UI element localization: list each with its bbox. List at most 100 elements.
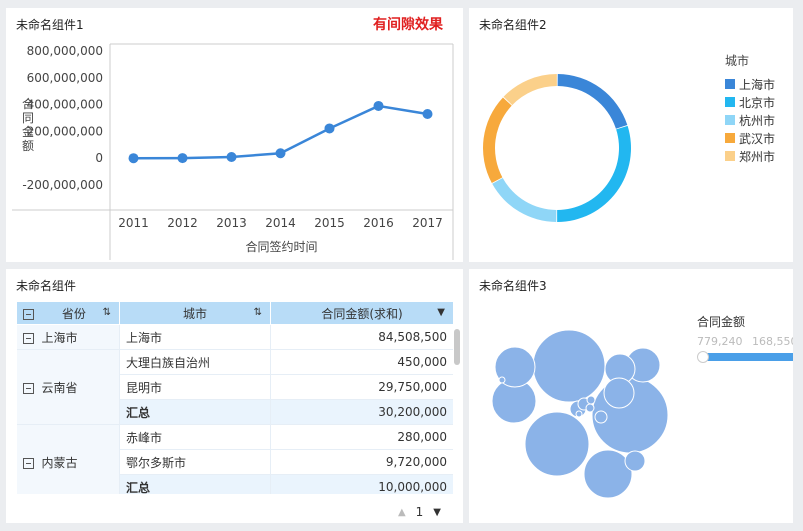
bubble[interactable] [532, 329, 606, 403]
slider-label: 合同金额 [697, 315, 746, 329]
donut-legend: 城市 上海市北京市杭州市武汉市郑州市 [725, 52, 775, 165]
line-chart-panel: 未命名组件1 有间隙效果 800,000,000 600,000,000 400,0… [6, 8, 463, 262]
legend-swatch [725, 151, 735, 161]
data-point[interactable] [128, 153, 139, 164]
legend-swatch [725, 133, 735, 143]
bubble-chart [491, 329, 669, 499]
slider-track[interactable] [701, 353, 793, 361]
city-cell: 赤峰市 [119, 424, 271, 450]
city-cell: 上海市 [119, 324, 271, 350]
legend-label: 武汉市 [739, 131, 776, 146]
donut-slice[interactable] [557, 125, 631, 222]
bubble[interactable] [498, 376, 506, 384]
x-tick-label: 2015 [314, 216, 345, 230]
bubble[interactable] [603, 377, 635, 409]
collapse-icon[interactable] [22, 382, 34, 394]
bubble[interactable] [524, 411, 590, 477]
bubble[interactable] [583, 449, 633, 499]
donut-slice[interactable] [483, 97, 512, 183]
legend-item[interactable]: 北京市 [725, 93, 775, 111]
amount-cell: 30,200,000 [270, 399, 453, 425]
donut-chart [483, 74, 631, 222]
province-cell[interactable]: 云南省 [16, 349, 120, 425]
slider-min: 779,240 [697, 335, 743, 348]
sort-icon[interactable]: ⇅ [253, 307, 262, 318]
bubble-chart-title: 未命名组件3 [479, 279, 547, 293]
page-up-icon[interactable]: ▲ [397, 506, 406, 518]
data-point[interactable] [422, 108, 433, 119]
donut-slice[interactable] [557, 74, 628, 129]
data-point[interactable] [226, 151, 237, 162]
table-title: 未命名组件 [16, 279, 77, 293]
data-point[interactable] [373, 100, 384, 111]
legend-label: 北京市 [739, 95, 776, 110]
city-cell: 大理白族自治州 [119, 349, 271, 375]
legend-item[interactable]: 上海市 [725, 75, 775, 93]
bubble[interactable] [594, 410, 608, 424]
y-tick-label: 600,000,000 [27, 71, 103, 85]
bubble[interactable] [575, 410, 583, 418]
collapse-icon[interactable] [22, 332, 34, 344]
sort-icon[interactable]: ⇅ [102, 307, 111, 318]
city-cell: 汇总 [119, 399, 271, 425]
legend-title: 城市 [725, 54, 750, 68]
bubble[interactable] [494, 346, 536, 388]
legend-swatch [725, 115, 735, 125]
province-cell[interactable]: 上海市 [16, 324, 120, 350]
y-tick-label: 800,000,000 [27, 44, 103, 58]
gap-effect-label: 有间隙效果 [373, 17, 443, 33]
page-down-icon[interactable]: ▼ [433, 506, 441, 518]
x-tick-label: 2016 [363, 216, 394, 230]
legend-item[interactable]: 武汉市 [725, 129, 775, 147]
slider-range: 779,240 168,550 [697, 335, 793, 348]
x-tick-label: 2012 [167, 216, 198, 230]
bubble[interactable] [624, 450, 646, 472]
x-tick-label: 2014 [265, 216, 296, 230]
line-chart-title: 未命名组件1 [16, 18, 84, 32]
table-row: 云南省 大理白族自治州 450,000 [16, 349, 453, 425]
legend-item[interactable]: 郑州市 [725, 147, 775, 165]
table-row: 内蒙古 赤峰市 280,000 [16, 424, 453, 494]
pagination: ▲ 1 ▼ [398, 505, 441, 519]
line-chart: 800,000,000 600,000,000 400,000,000 200,000… [12, 43, 454, 260]
data-point[interactable] [324, 123, 335, 134]
table-row: 汇总 10,000,000 [17, 474, 453, 494]
header-amount[interactable]: 合同金额(求和) ▼ [270, 301, 453, 325]
y-axis-label: 合同金额 [22, 96, 34, 153]
legend-swatch [725, 79, 735, 89]
collapse-icon[interactable] [22, 457, 34, 469]
donut-chart-panel: 未命名组件2 城市 上海市北京市杭州市武汉市郑州市 [469, 8, 793, 262]
bubble[interactable] [585, 403, 595, 413]
dropdown-icon[interactable]: ▼ [437, 307, 445, 318]
x-tick-label: 2011 [118, 216, 149, 230]
x-tick-label: 2017 [412, 216, 443, 230]
province-cell[interactable]: 内蒙古 [16, 424, 120, 494]
legend-item[interactable]: 杭州市 [725, 111, 775, 129]
legend-label: 郑州市 [739, 149, 776, 164]
legend-label: 杭州市 [739, 113, 776, 128]
amount-cell: 84,508,500 [270, 324, 453, 350]
header-province[interactable]: 省份 ⇅ [16, 301, 120, 325]
bubble-chart-panel: 未命名组件3 合同金额 779,240 168,550 [469, 269, 793, 523]
city-cell: 汇总 [119, 474, 271, 494]
table-row: 鄂尔多斯市 9,720,000 [17, 449, 453, 475]
data-point[interactable] [177, 153, 188, 164]
bubble[interactable] [586, 395, 596, 405]
header-city[interactable]: 城市 ⇅ [119, 301, 271, 325]
y-tick-label: -200,000,000 [22, 178, 103, 192]
x-axis-label: 合同签约时间 [245, 239, 317, 254]
donut-slice[interactable] [503, 74, 557, 106]
x-tick-label: 2013 [216, 216, 247, 230]
scrollbar[interactable] [454, 329, 460, 365]
city-cell: 鄂尔多斯市 [119, 449, 271, 475]
donut-chart-title: 未命名组件2 [479, 18, 547, 32]
donut-slice[interactable] [492, 177, 557, 222]
data-point[interactable] [275, 148, 286, 159]
collapse-all-icon[interactable] [23, 308, 34, 320]
amount-cell: 450,000 [270, 349, 453, 375]
table-row: 汇总 30,200,000 [17, 399, 453, 425]
y-tick-label: 400,000,000 [27, 98, 103, 112]
table-row: 上海市 上海市 84,508,500 [16, 324, 453, 350]
amount-cell: 9,720,000 [270, 449, 453, 475]
slider-handle[interactable] [697, 351, 709, 363]
